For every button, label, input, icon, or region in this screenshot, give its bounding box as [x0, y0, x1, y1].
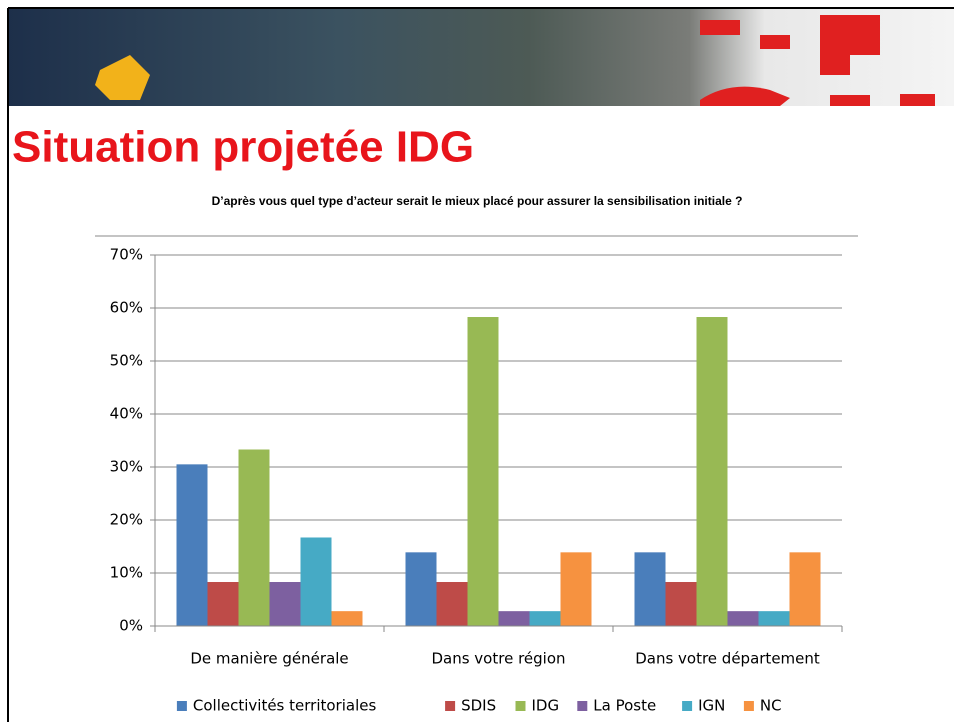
bar: [238, 449, 270, 626]
bar: [300, 537, 332, 626]
legend-swatch: [515, 701, 526, 711]
legend-swatch: [743, 701, 754, 711]
bar: [696, 317, 728, 626]
bar: [727, 611, 759, 626]
bar: [560, 552, 592, 626]
bar: [789, 552, 821, 626]
bar: [207, 582, 239, 626]
bar: [634, 552, 666, 626]
banner: [8, 8, 954, 106]
bar: [331, 611, 363, 626]
legend-label: Collectivités territoriales: [193, 697, 377, 715]
legend-swatch: [682, 701, 693, 711]
slide-title: Situation projetée IDG: [12, 123, 474, 172]
x-tick-label: Dans votre région: [431, 650, 565, 668]
x-tick-label: Dans votre département: [635, 650, 820, 668]
legend-label: IGN: [698, 697, 725, 715]
y-tick-label: 50%: [110, 352, 143, 370]
legend-label: SDIS: [461, 697, 496, 715]
y-tick-label: 30%: [110, 458, 143, 476]
x-tick-label: De manière générale: [190, 650, 348, 668]
y-tick-label: 70%: [110, 246, 143, 264]
y-tick-label: 40%: [110, 405, 143, 423]
y-tick-label: 60%: [110, 299, 143, 317]
y-tick-label: 10%: [110, 564, 143, 582]
legend-swatch: [577, 701, 588, 711]
legend-swatch: [445, 701, 456, 711]
bar: [436, 582, 468, 626]
chart-title: D’après vous quel type d’acteur serait l…: [212, 194, 743, 208]
bar: [405, 552, 437, 626]
legend-swatch: [176, 701, 187, 711]
legend-label: IDG: [532, 697, 560, 715]
legend-label: La Poste: [593, 697, 656, 715]
bar: [529, 611, 561, 626]
plot: 0% 10% 20% 30% 40% 50% 60% 70% De manière généra…: [110, 246, 843, 715]
bar: [665, 582, 697, 626]
bar: [758, 611, 790, 626]
bar: [269, 582, 301, 626]
bar: [467, 317, 499, 626]
bar: [176, 464, 208, 626]
legend-label: NC: [760, 697, 782, 715]
y-tick-label: 0%: [119, 617, 143, 635]
y-tick-label: 20%: [110, 511, 143, 529]
bar: [498, 611, 530, 626]
